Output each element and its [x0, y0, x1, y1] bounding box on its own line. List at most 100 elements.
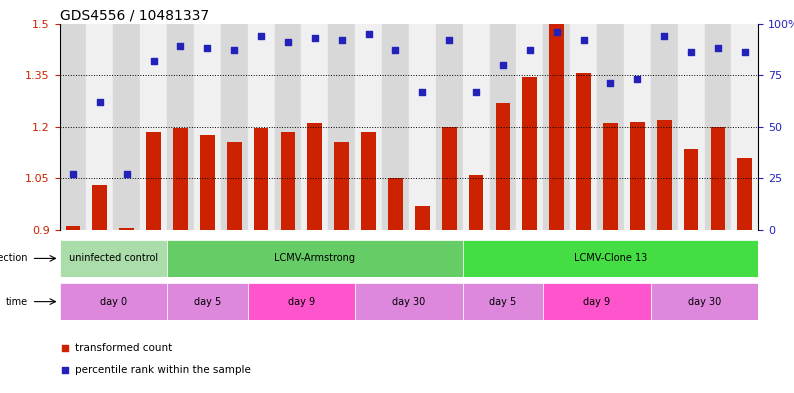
Bar: [167, 283, 248, 320]
Bar: [543, 283, 651, 320]
Bar: [441, 127, 457, 393]
Bar: [92, 185, 107, 393]
Bar: [415, 206, 430, 393]
Point: [577, 37, 590, 43]
Bar: [603, 123, 618, 393]
Bar: [657, 120, 672, 393]
Point: [453, 217, 466, 223]
Text: infection: infection: [0, 253, 28, 263]
Text: LCMV-Clone 13: LCMV-Clone 13: [574, 253, 647, 263]
Bar: [704, 24, 731, 230]
Text: day 9: day 9: [288, 297, 315, 307]
Bar: [651, 283, 758, 320]
Bar: [711, 127, 726, 393]
Bar: [302, 24, 328, 230]
Point: [604, 80, 617, 86]
Point: [470, 88, 483, 95]
Point: [121, 171, 133, 177]
Bar: [388, 178, 403, 393]
Bar: [119, 228, 134, 393]
Bar: [60, 24, 87, 230]
Bar: [549, 0, 564, 393]
Bar: [409, 24, 436, 230]
Point: [94, 99, 106, 105]
Text: GDS4556 / 10481337: GDS4556 / 10481337: [60, 8, 209, 22]
Text: day 30: day 30: [688, 297, 721, 307]
Bar: [570, 24, 597, 230]
Bar: [738, 158, 752, 393]
Bar: [355, 24, 382, 230]
Bar: [60, 240, 167, 277]
Text: transformed count: transformed count: [75, 343, 172, 353]
Bar: [463, 240, 758, 277]
Text: day 9: day 9: [584, 297, 611, 307]
Point: [453, 22, 466, 28]
Point: [658, 33, 671, 39]
Bar: [194, 24, 221, 230]
Bar: [254, 129, 268, 393]
Bar: [651, 24, 677, 230]
Bar: [227, 142, 241, 393]
Bar: [731, 24, 758, 230]
Point: [228, 47, 241, 53]
Point: [523, 47, 536, 53]
Bar: [173, 129, 188, 393]
Bar: [576, 73, 591, 393]
Bar: [490, 24, 516, 230]
Point: [201, 45, 214, 51]
Bar: [463, 24, 490, 230]
Bar: [114, 24, 141, 230]
Text: LCMV-Armstrong: LCMV-Armstrong: [275, 253, 356, 263]
Bar: [248, 24, 275, 230]
Bar: [677, 24, 704, 230]
Bar: [543, 24, 570, 230]
Point: [550, 29, 563, 35]
Point: [147, 58, 160, 64]
Point: [389, 47, 402, 53]
Bar: [280, 132, 295, 393]
Bar: [307, 123, 322, 393]
Bar: [361, 132, 376, 393]
Bar: [275, 24, 302, 230]
Point: [174, 43, 187, 50]
Bar: [167, 240, 463, 277]
Bar: [66, 226, 80, 393]
Text: time: time: [6, 297, 28, 307]
Bar: [60, 283, 167, 320]
Text: day 5: day 5: [194, 297, 221, 307]
Bar: [334, 142, 349, 393]
Bar: [221, 24, 248, 230]
Bar: [87, 24, 114, 230]
Bar: [522, 77, 538, 393]
Bar: [684, 149, 699, 393]
Bar: [436, 24, 463, 230]
Bar: [495, 103, 511, 393]
Bar: [200, 135, 214, 393]
Bar: [468, 175, 484, 393]
Point: [738, 50, 751, 56]
Bar: [382, 24, 409, 230]
Point: [282, 39, 295, 45]
Point: [496, 62, 509, 68]
Point: [416, 88, 429, 95]
Point: [443, 37, 456, 43]
Text: day 5: day 5: [489, 297, 517, 307]
Bar: [355, 283, 463, 320]
Text: percentile rank within the sample: percentile rank within the sample: [75, 365, 251, 375]
Bar: [167, 24, 194, 230]
Point: [335, 37, 348, 43]
Bar: [624, 24, 651, 230]
Bar: [597, 24, 624, 230]
Bar: [328, 24, 355, 230]
Point: [631, 76, 644, 83]
Text: day 0: day 0: [100, 297, 127, 307]
Bar: [463, 283, 543, 320]
Point: [711, 45, 724, 51]
Point: [362, 31, 375, 37]
Bar: [146, 132, 161, 393]
Point: [67, 171, 79, 177]
Point: [684, 50, 697, 56]
Bar: [630, 121, 645, 393]
Point: [309, 35, 322, 41]
Text: uninfected control: uninfected control: [69, 253, 158, 263]
